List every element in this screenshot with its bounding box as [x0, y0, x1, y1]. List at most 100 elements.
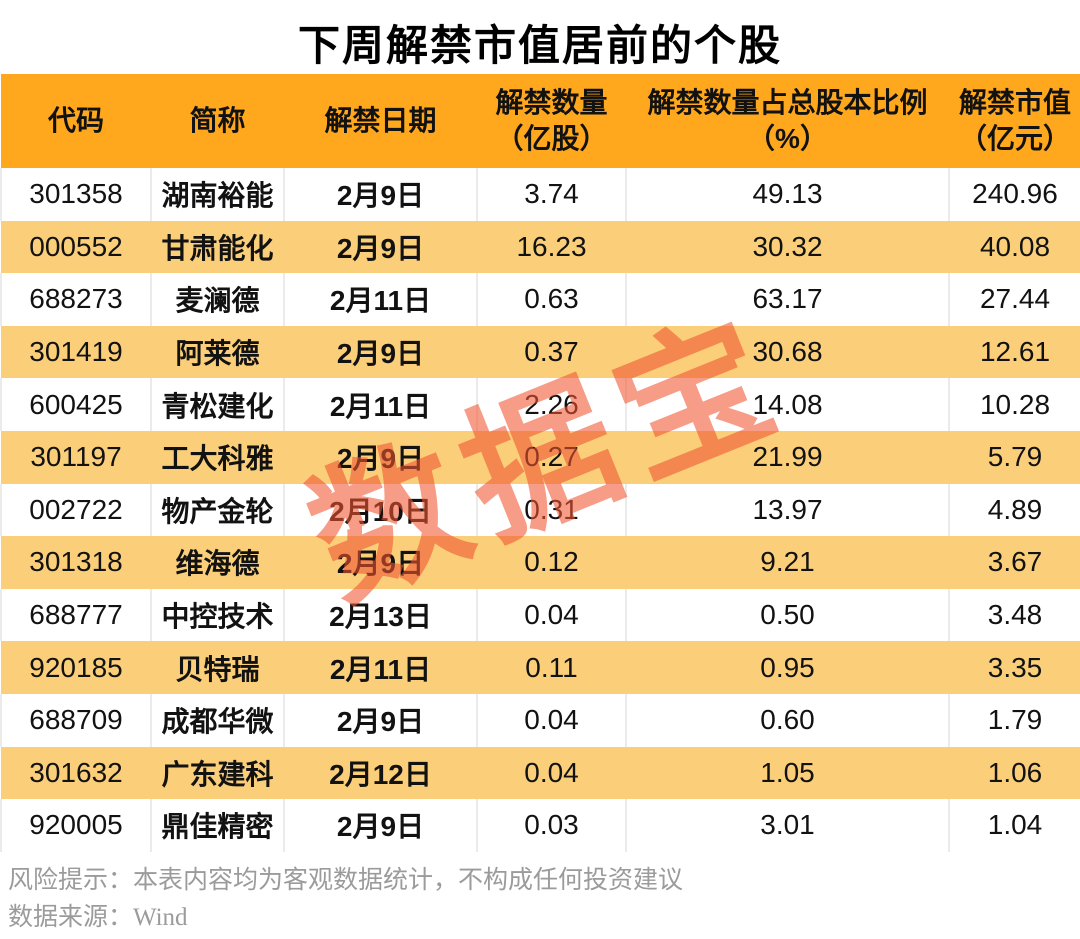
cell-name: 维海德	[175, 548, 260, 580]
cell-pct: 14.08	[625, 378, 949, 431]
cell-name: 湖南裕能	[150, 168, 284, 221]
col-header-mv-sub: （亿元）	[958, 123, 1071, 154]
table-row: 920005 鼎佳精密 2月9日 0.03 3.01 1.04	[0, 799, 1080, 852]
cell-pct: 0.50	[625, 588, 949, 642]
table-row: 301358 湖南裕能 2月9日 3.74 49.13 240.96	[0, 168, 1080, 221]
cell-name: 中控技术	[150, 588, 284, 642]
cell-pct: 3.01	[625, 799, 949, 852]
page-title: 下周解禁市值居前的个股	[297, 24, 782, 70]
cell-mv: 3.35	[987, 651, 1043, 683]
cell-name: 阿莱德	[175, 338, 260, 370]
table-row: 301197 工大科雅 2月9日 0.27 21.99 5.79	[1, 430, 1080, 484]
cell-code: 301419	[29, 336, 123, 368]
cell-mv: 240.96	[948, 168, 1080, 221]
cell-code: 301632	[29, 756, 123, 788]
cell-qty: 2.26	[476, 378, 626, 431]
cell-date: 2月9日	[283, 693, 477, 747]
col-header-mv: 解禁市值 （亿元）	[949, 74, 1080, 168]
cell-mv: 40.08	[979, 230, 1051, 262]
table-row: 002722 物产金轮 2月10日 0.31 13.97 4.89	[0, 483, 1080, 537]
cell-code: 688777	[0, 588, 151, 642]
cell-qty: 0.37	[524, 336, 579, 368]
cell-date: 2月11日	[283, 378, 477, 431]
cell-qty: 16.23	[516, 230, 587, 262]
cell-name: 鼎佳精密	[150, 799, 284, 852]
table-header: 代码 简称 解禁日期 解禁数量 （亿股） 解禁数量占总股本比例 （%）	[1, 74, 1080, 168]
cell-qty: 0.27	[524, 441, 579, 473]
table-row: 301632 广东建科 2月12日 0.04 1.05 1.06	[1, 746, 1080, 800]
unlock-table: 代码 简称 解禁日期 解禁数量 （亿股） 解禁数量占总股本比例 （%）	[0, 74, 1080, 852]
cell-name: 麦澜德	[150, 273, 284, 326]
cell-code: 688709	[0, 693, 151, 747]
cell-code: 301358	[0, 168, 151, 221]
cell-mv: 27.44	[948, 273, 1080, 326]
cell-mv: 4.89	[948, 483, 1080, 537]
cell-code: 301318	[29, 546, 123, 578]
cell-pct: 30.32	[752, 230, 823, 262]
cell-date: 2月11日	[329, 653, 432, 685]
cell-qty: 0.04	[476, 588, 626, 642]
header-row: 代码 简称 解禁日期 解禁数量 （亿股） 解禁数量占总股本比例 （%）	[1, 74, 1080, 168]
cell-qty: 0.63	[476, 273, 626, 326]
cell-pct: 1.05	[760, 756, 815, 788]
table-body: 301358 湖南裕能 2月9日 3.74 49.13 240.96 000552 甘肃能化 2…	[0, 168, 1080, 852]
risk-warning-text: 风险提示：本表内容均为客观数据统计，不构成任何投资建议	[8, 866, 684, 894]
cell-code: 002722	[0, 483, 151, 537]
col-header-name-label: 简称	[189, 104, 246, 136]
cell-date: 2月13日	[283, 588, 477, 642]
cell-pct: 49.13	[625, 168, 949, 221]
cell-mv: 1.06	[987, 756, 1043, 788]
cell-name: 物产金轮	[150, 483, 284, 537]
col-header-name: 简称	[151, 74, 284, 168]
cell-qty: 3.74	[476, 168, 626, 221]
cell-qty: 0.31	[476, 483, 626, 537]
cell-mv: 12.61	[979, 336, 1051, 368]
cell-qty: 0.11	[525, 651, 578, 683]
cell-name: 青松建化	[150, 378, 284, 431]
col-header-code-label: 代码	[47, 104, 104, 136]
cell-date: 2月10日	[283, 483, 477, 537]
cell-pct: 21.99	[752, 441, 823, 473]
cell-name: 成都华微	[150, 693, 284, 747]
col-header-code: 代码	[1, 74, 151, 168]
cell-name: 贝特瑞	[175, 653, 260, 685]
table-row: 688709 成都华微 2月9日 0.04 0.60 1.79	[0, 693, 1080, 747]
cell-code: 920005	[0, 799, 151, 852]
col-header-qty-label: 解禁数量	[495, 86, 608, 118]
cell-code: 000552	[29, 230, 123, 262]
cell-pct: 0.95	[760, 651, 815, 683]
cell-code: 600425	[0, 378, 151, 431]
cell-date: 2月9日	[336, 443, 425, 475]
table-row: 688273 麦澜德 2月11日 0.63 63.17 27.44	[0, 273, 1080, 326]
cell-name: 工大科雅	[161, 443, 274, 475]
cell-mv: 1.04	[948, 799, 1080, 852]
cell-mv: 3.67	[987, 546, 1043, 578]
cell-pct: 13.97	[625, 483, 949, 537]
table-row: 600425 青松建化 2月11日 2.26 14.08 10.28	[0, 378, 1080, 431]
cell-code: 920185	[29, 651, 123, 683]
col-header-date-label: 解禁日期	[324, 104, 437, 136]
cell-qty: 0.12	[524, 546, 579, 578]
table-row: 000552 甘肃能化 2月9日 16.23 30.32 40.08	[1, 220, 1080, 274]
cell-date: 2月12日	[329, 758, 432, 790]
col-header-pct-sub: （%）	[747, 123, 828, 154]
cell-name: 广东建科	[161, 758, 274, 790]
cell-code: 301197	[30, 441, 122, 473]
cell-date: 2月9日	[336, 338, 425, 370]
col-header-qty: 解禁数量 （亿股）	[477, 74, 626, 168]
cell-pct: 30.68	[752, 336, 823, 368]
col-header-qty-sub: （亿股）	[495, 123, 608, 154]
cell-date: 2月9日	[283, 799, 477, 852]
col-header-mv-label: 解禁市值	[958, 86, 1071, 118]
cell-qty: 0.03	[476, 799, 626, 852]
cell-mv: 1.79	[948, 693, 1080, 747]
cell-qty: 0.04	[524, 756, 579, 788]
table-row: 688777 中控技术 2月13日 0.04 0.50 3.48	[0, 588, 1080, 642]
cell-date: 2月9日	[336, 232, 425, 264]
cell-qty: 0.04	[476, 693, 626, 747]
table-row: 920185 贝特瑞 2月11日 0.11 0.95 3.35	[1, 641, 1080, 694]
cell-pct: 0.60	[625, 693, 949, 747]
col-header-date: 解禁日期	[284, 74, 477, 168]
cell-mv: 3.48	[948, 588, 1080, 642]
